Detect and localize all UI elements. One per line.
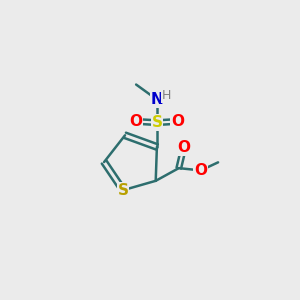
Text: O: O bbox=[171, 114, 184, 129]
Text: O: O bbox=[177, 140, 190, 155]
Text: H: H bbox=[162, 89, 171, 102]
Text: N: N bbox=[151, 92, 163, 107]
Text: S: S bbox=[152, 115, 162, 130]
Text: S: S bbox=[118, 183, 129, 198]
Text: O: O bbox=[130, 114, 142, 129]
Text: O: O bbox=[194, 163, 207, 178]
